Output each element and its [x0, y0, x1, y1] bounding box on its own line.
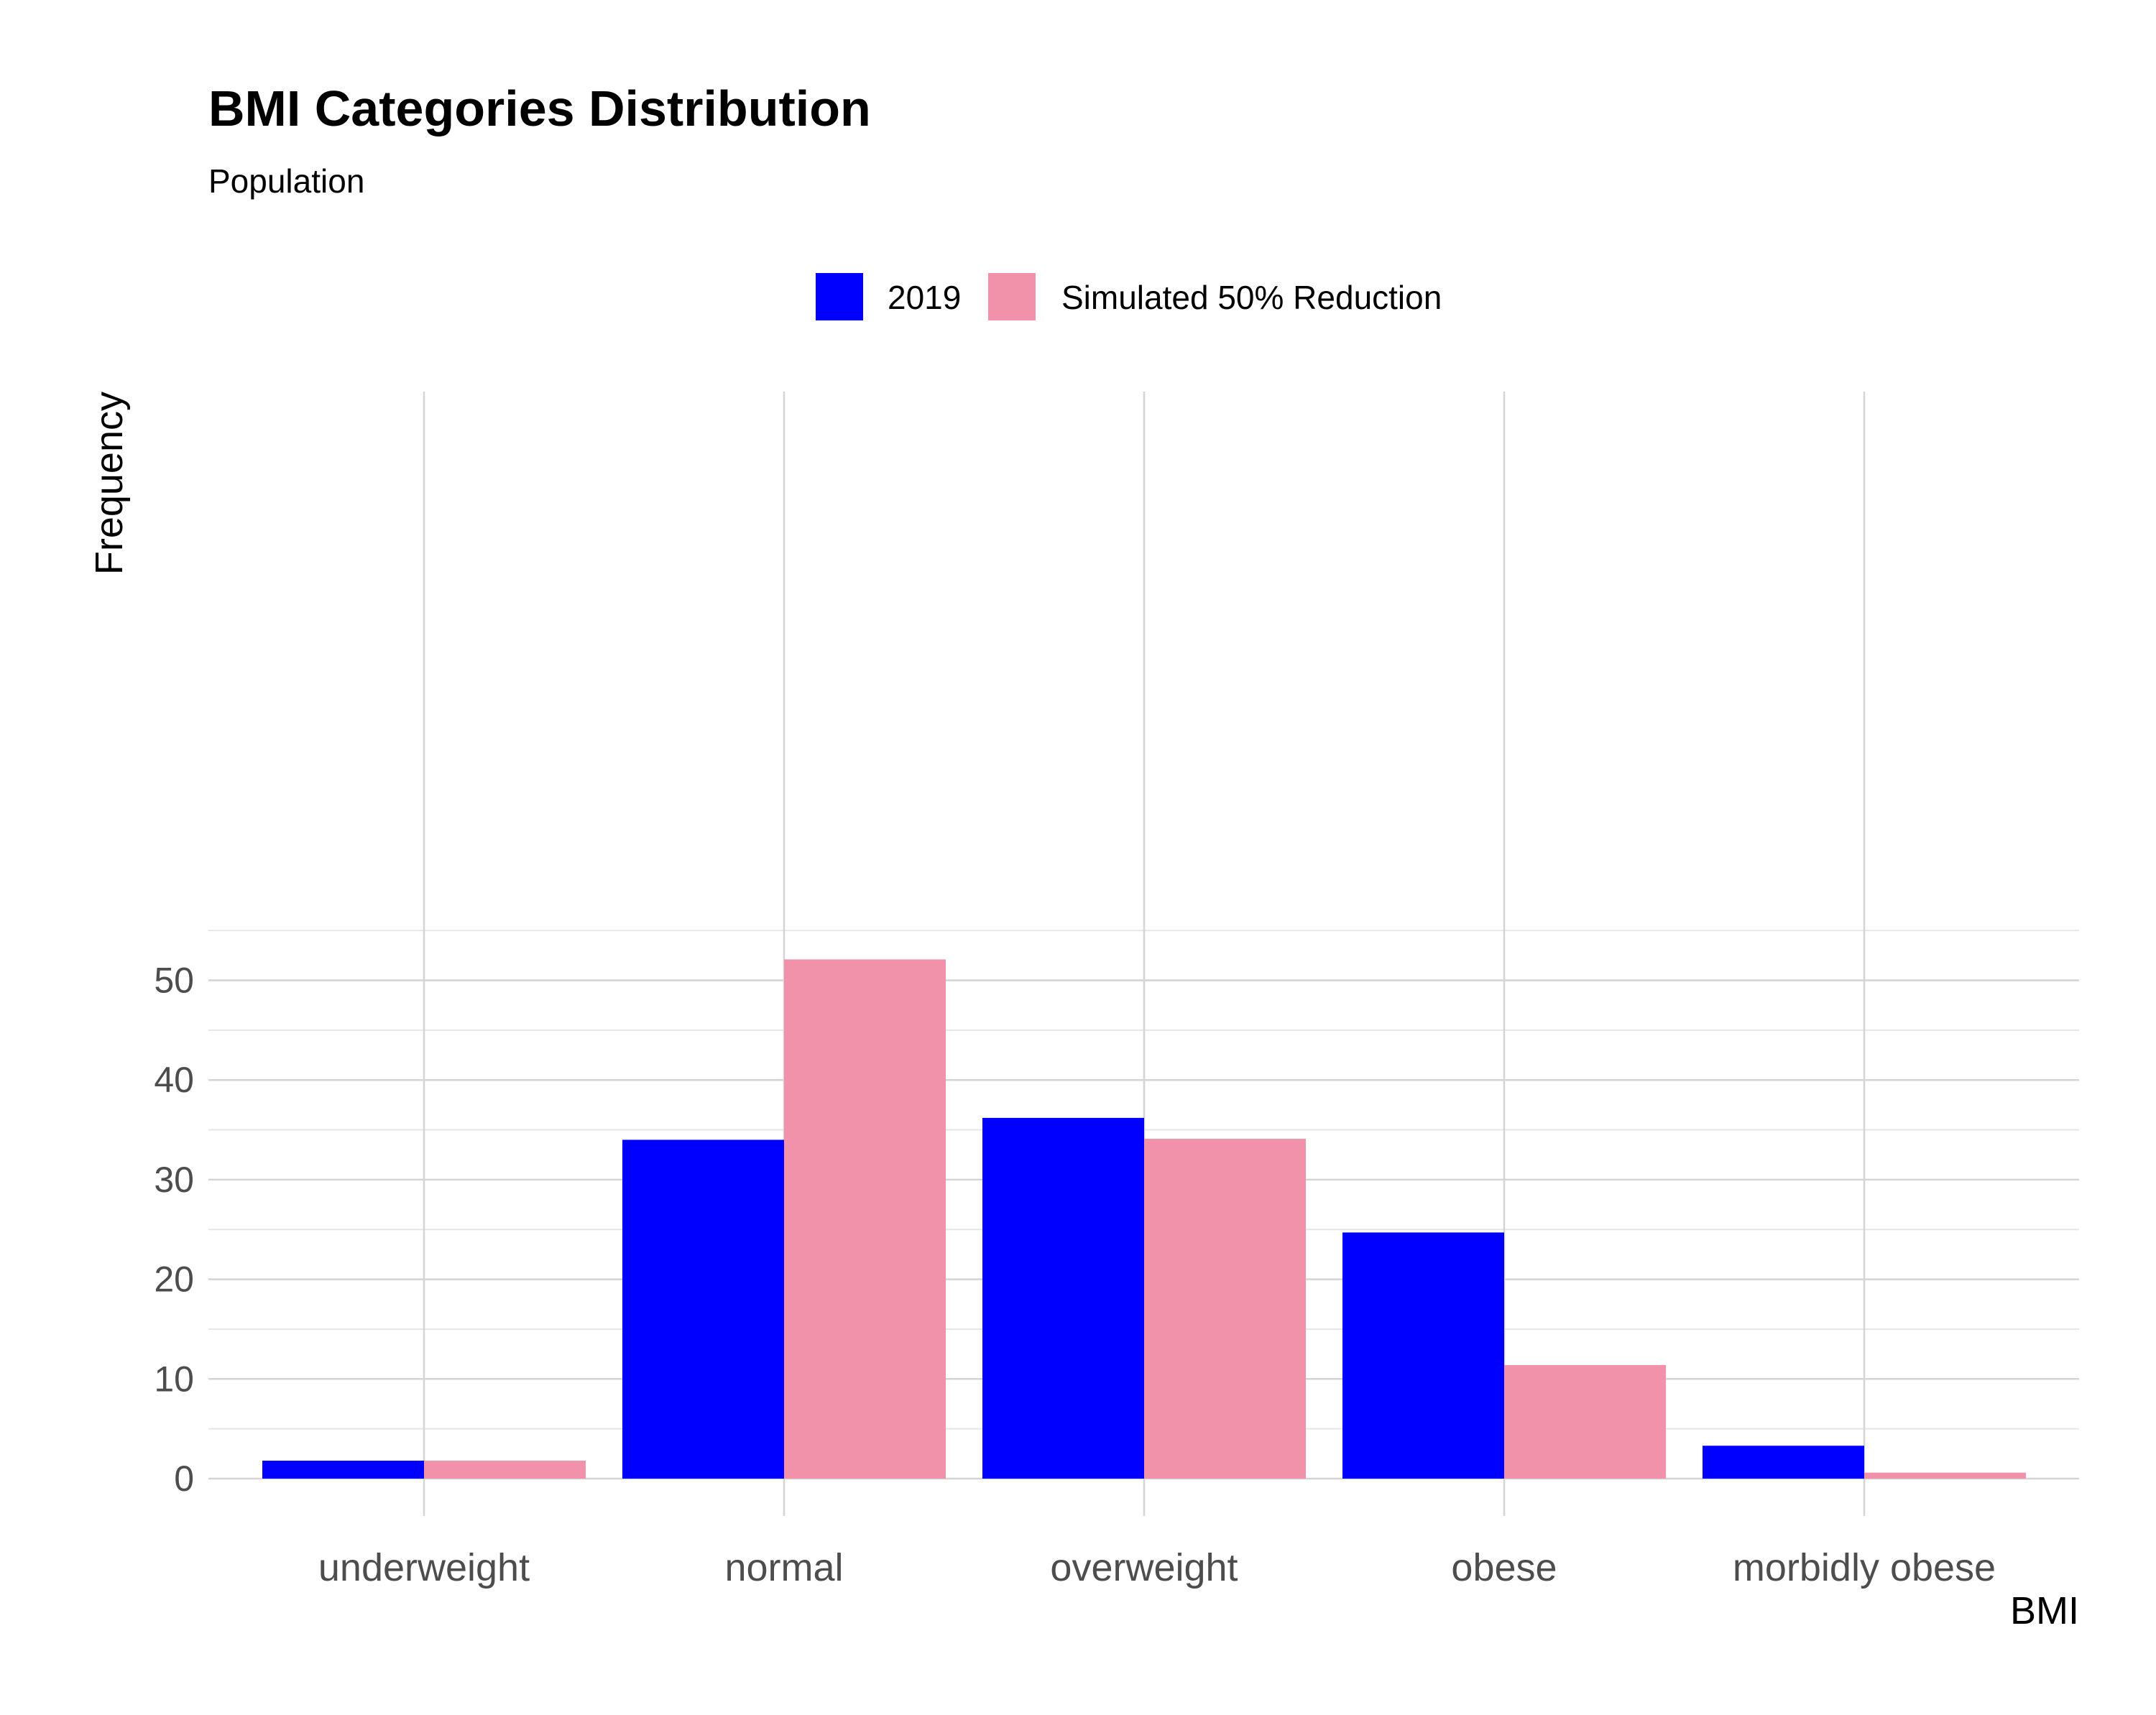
- x-axis-title: BMI: [2010, 1589, 2079, 1632]
- legend-label-2: Simulated 50% Reduction: [1061, 279, 1442, 316]
- bar-series-1-obese: [1342, 1232, 1504, 1479]
- y-axis-title: Frequency: [88, 392, 131, 575]
- y-tick-label: 20: [154, 1259, 194, 1300]
- chart-title: BMI Categories Distribution: [208, 80, 871, 137]
- x-tick-label: obese: [1451, 1546, 1557, 1589]
- x-tick-label: normal: [724, 1546, 843, 1589]
- bar-series-2-underweight: [424, 1461, 586, 1479]
- bar-series-2-obese: [1504, 1364, 1666, 1479]
- y-tick-label: 0: [174, 1459, 194, 1499]
- y-tick-labels: 0 10 20 30 40 50: [154, 961, 194, 1499]
- x-tick-label: morbidly obese: [1733, 1546, 1996, 1589]
- chart-subtitle: Population: [208, 162, 364, 200]
- x-tick-labels: underweight normal overweight obese morbidly…: [318, 1546, 1996, 1589]
- y-tick-label: 40: [154, 1060, 194, 1100]
- legend-key-2: [988, 273, 1036, 320]
- y-tick-label: 10: [154, 1359, 194, 1399]
- legend-label-1: 2019: [888, 279, 961, 316]
- x-tick-label: underweight: [318, 1546, 530, 1589]
- legend: 2019 Simulated 50% Reduction: [816, 273, 1442, 320]
- bar-series-2-overweight: [1144, 1139, 1306, 1479]
- bar-series-1-underweight: [262, 1461, 424, 1479]
- bar-series-1-normal: [622, 1140, 784, 1479]
- legend-key-1: [816, 273, 863, 320]
- y-tick-label: 30: [154, 1160, 194, 1200]
- bar-series-2-morbidly-obese: [1864, 1472, 2026, 1479]
- bar-series-1-overweight: [982, 1117, 1144, 1479]
- y-tick-label: 50: [154, 961, 194, 1001]
- x-tick-label: overweight: [1050, 1546, 1238, 1589]
- bar-series-1-morbidly-obese: [1703, 1446, 1864, 1479]
- bars: [262, 959, 2026, 1479]
- bar-series-2-normal: [784, 959, 946, 1479]
